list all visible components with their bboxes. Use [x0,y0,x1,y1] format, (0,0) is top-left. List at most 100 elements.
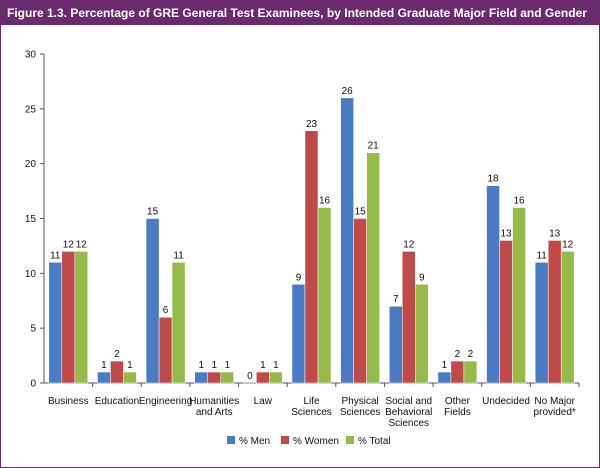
bar-men [48,262,63,384]
x-category-label-line: Social and [385,396,432,407]
data-label: 15 [355,207,367,218]
data-label: 12 [562,239,574,250]
data-label: 1 [442,360,448,371]
data-label: 13 [500,228,512,239]
data-label: 2 [468,349,474,360]
bar-women [353,218,367,384]
bar-total [512,207,526,384]
x-category-label-line: No Major [534,396,575,407]
data-label: 7 [393,294,399,305]
data-label: 1 [127,360,133,371]
x-category-label-line: Physical [342,396,379,407]
data-label: 1 [198,360,204,371]
x-category-label-line: Sciences [291,407,332,418]
data-label: 16 [319,196,331,207]
data-label: 15 [147,207,159,218]
data-label: 11 [173,250,184,261]
data-label: 18 [487,174,499,185]
bar-men [534,262,549,384]
bar-men [145,218,160,384]
legend-label: % Total [358,436,391,447]
bar-women [207,371,221,384]
x-category-label: Business [48,396,89,407]
y-tick-label: 30 [25,50,37,61]
x-category-label: Education [95,396,139,407]
x-category-label-line: and Arts [196,407,233,418]
data-label: 23 [306,119,318,130]
data-label: 9 [296,272,302,283]
x-category-label-line: Humanities [189,396,239,407]
data-label: 26 [342,86,354,97]
data-label: 0 [247,371,253,382]
x-category-label: No Major provided* [534,396,576,418]
data-label: 1 [211,360,217,371]
bar-men [243,382,257,385]
x-category-label-line: Engineering [139,396,192,407]
bar-total [415,284,429,384]
bar-women [256,371,270,384]
y-tick-label: 20 [25,159,37,170]
x-category-label-line: Law [254,396,273,407]
bar-men [194,371,208,384]
bar-total [269,371,283,384]
bar-total [74,251,89,384]
x-category-label-line: provided* [534,407,576,418]
bar-total [463,360,478,384]
x-category-label-line: Fields [444,407,471,418]
x-category-label-line: Sciences [388,418,429,429]
data-label: 21 [368,141,380,152]
data-label: 9 [419,272,425,283]
data-label: 1 [273,360,279,371]
x-category-label-line: Sciences [340,407,381,418]
bar-women [402,251,416,384]
x-category-label-line: Education [95,396,139,407]
bar-total [560,251,575,384]
data-label: 12 [63,239,75,250]
legend-label: % Men [239,436,270,447]
x-category-label: Life Sciences [291,396,332,418]
x-category-label: Physical Sciences [340,396,381,418]
data-label: 12 [76,239,88,250]
data-label: 6 [163,305,169,316]
data-label: 1 [224,360,230,371]
x-category-label: Undecided [482,396,530,407]
x-category-label: Other Fields [444,396,471,418]
y-tick-label: 5 [30,324,36,335]
bar-men [389,305,403,384]
title-bar: Figure 1.3. Percentage of GRE General Te… [1,1,599,25]
data-label: 2 [114,349,120,360]
bar-men [97,371,111,384]
data-label: 16 [513,196,525,207]
bar-women [61,251,76,384]
bar-women [547,240,562,384]
bar-women [450,360,465,384]
bar-total [220,371,234,384]
data-label: 11 [536,250,547,261]
bar-total [123,371,137,384]
bar-men [291,284,306,384]
bar-men [340,97,354,384]
data-label: 1 [260,360,266,371]
x-category-label: Engineering [139,396,192,407]
x-category-label-line: Other [445,396,471,407]
data-label: 1 [101,360,107,371]
x-category-label: Humanities and Arts [189,396,239,418]
data-label: 12 [403,239,415,250]
bar-men [437,371,452,384]
bar-women [110,360,124,384]
data-label: 13 [549,228,561,239]
bar-total [317,207,332,384]
x-category-label-line: Behavioral [385,407,432,418]
y-tick-label: 10 [25,269,37,280]
data-label: 11 [50,250,61,261]
bar-women [304,130,319,384]
x-category-label-line: Undecided [482,396,530,407]
bar-total [171,262,186,384]
bar-men [486,185,500,384]
bar-women [158,316,173,384]
legend-swatch [281,436,289,444]
y-tick-label: 15 [25,214,37,225]
chart-title: Figure 1.3. Percentage of GRE General Te… [7,6,587,20]
